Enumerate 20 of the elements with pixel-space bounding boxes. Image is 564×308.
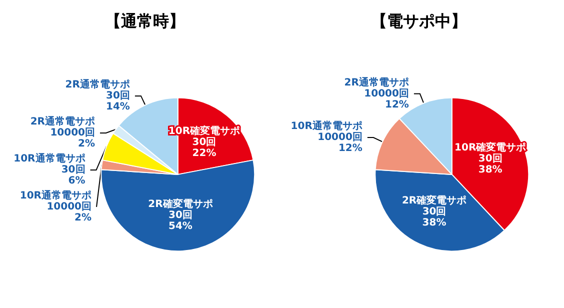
chart-title: 【通常時】 <box>105 12 185 30</box>
slice-label: 10R通常電サポ30回 <box>14 152 86 176</box>
data-label: 38% <box>478 164 502 176</box>
data-label: 38% <box>422 217 446 228</box>
slice-label: 2R通常電サポ10000回 <box>30 115 95 138</box>
slice-label: 10R通常電サポ10000回 <box>290 120 362 144</box>
slice-label: 2R通常電サポ10000回 <box>344 76 409 100</box>
data-label: 12% <box>385 99 409 110</box>
chart-title: 【電サポ中】 <box>371 12 467 30</box>
data-label: 2% <box>78 138 95 150</box>
data-label: 22% <box>192 148 216 160</box>
slice-label: 2R確変電サポ30回 <box>402 194 467 218</box>
slice-label: 10R通常電サポ10000回 <box>20 189 92 212</box>
data-label: 12% <box>338 143 362 154</box>
slice-label: 2R確変電サポ30回 <box>148 198 213 222</box>
data-label: 54% <box>168 221 192 232</box>
data-label: 6% <box>68 175 86 186</box>
data-label: 2% <box>74 212 92 224</box>
data-label: 14% <box>106 101 130 112</box>
slice-label: 2R通常電サポ30回 <box>65 78 130 102</box>
